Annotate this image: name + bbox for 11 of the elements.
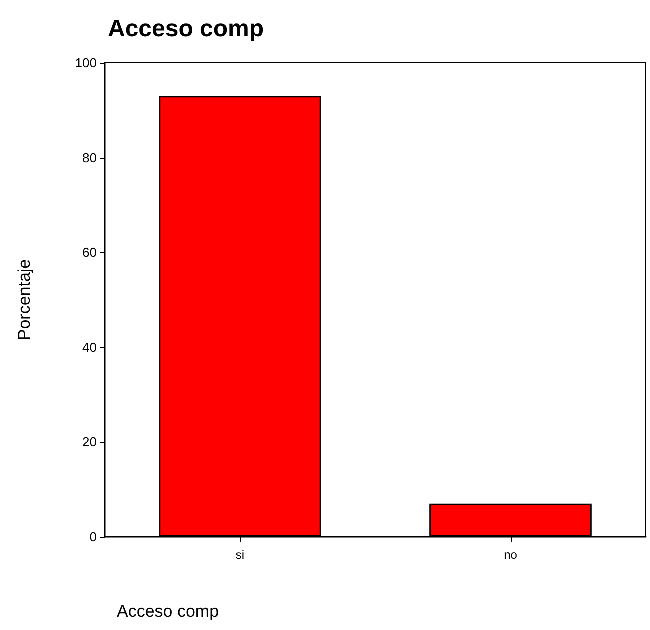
- y-tick-label: 80: [82, 150, 97, 166]
- x-tick-label: si: [236, 548, 245, 562]
- y-tick-label: 100: [75, 56, 97, 70]
- chart-title: Acceso comp: [108, 16, 264, 42]
- y-tick-label: 40: [82, 340, 97, 355]
- y-tick-label: 60: [82, 245, 97, 260]
- x-axis-title: Acceso comp: [117, 602, 220, 621]
- y-tick-label: 20: [82, 434, 97, 450]
- y-axis-title: Porcentaje: [15, 259, 34, 341]
- y-tick-label: 0: [90, 530, 97, 544]
- x-tick-label: no: [504, 548, 518, 562]
